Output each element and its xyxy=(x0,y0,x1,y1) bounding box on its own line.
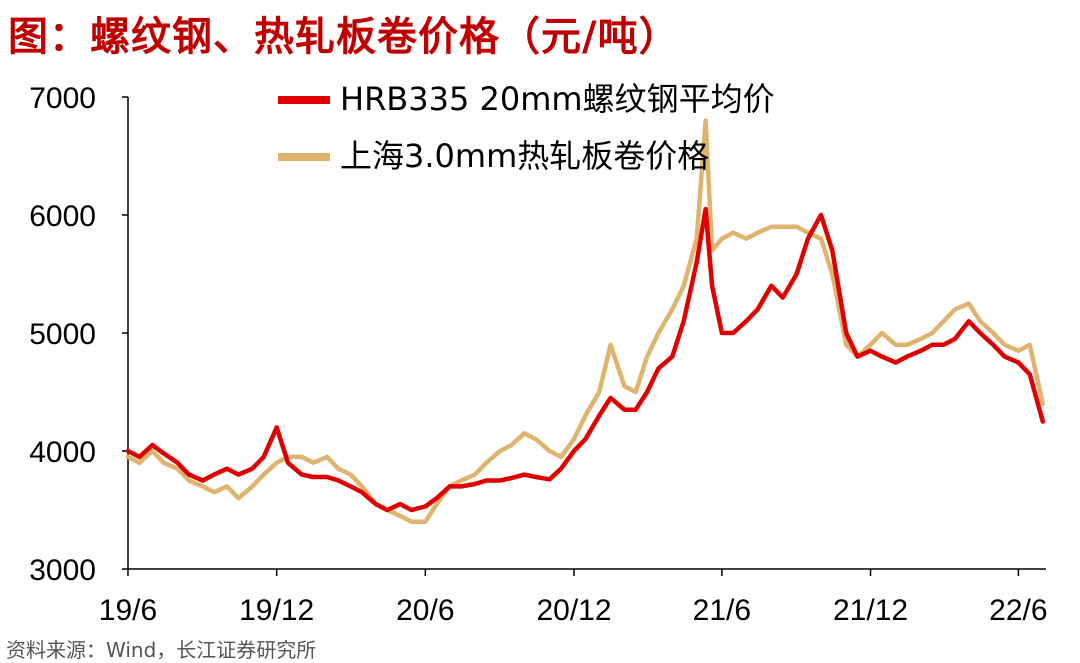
chart-title: 图：螺纹钢、热轧板卷价格（元/吨） xyxy=(8,14,680,60)
series-layer xyxy=(125,118,1046,525)
y-tick-label: 4000 xyxy=(29,436,96,469)
x-tick-label: 19/6 xyxy=(99,594,157,627)
x-tick-label: 20/6 xyxy=(396,594,454,627)
axes: 3000 4000 5000 6000 7000 19/6 19/12 20/6 20/12 21… xyxy=(29,82,1047,627)
x-tick-label: 20/12 xyxy=(536,594,611,627)
series-line-hrc xyxy=(125,118,1046,525)
y-tick-label: 5000 xyxy=(29,318,96,351)
legend-label-hrc: 上海3.0mm热轧板卷价格 xyxy=(340,137,709,175)
x-tick-label: 21/12 xyxy=(833,594,908,627)
y-tick-label: 3000 xyxy=(29,554,96,587)
y-tick-label: 6000 xyxy=(29,200,96,233)
x-tick-label: 21/6 xyxy=(693,594,751,627)
legend-label-rebar: HRB335 20mm螺纹钢平均价 xyxy=(340,80,775,118)
y-tick-label: 7000 xyxy=(29,82,96,115)
x-tick-label: 22/6 xyxy=(989,594,1047,627)
source-note: 资料来源：Wind，长江证券研究所 xyxy=(6,638,317,662)
legend: HRB335 20mm螺纹钢平均价 上海3.0mm热轧板卷价格 xyxy=(278,80,775,175)
series-line-rebar xyxy=(125,206,1046,513)
x-tick-label: 19/12 xyxy=(239,594,314,627)
